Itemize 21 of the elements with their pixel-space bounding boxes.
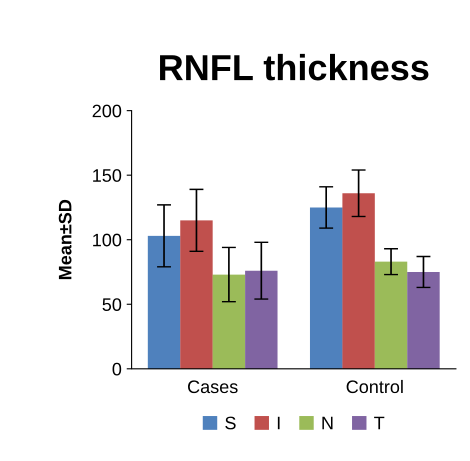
bar	[180, 220, 213, 369]
y-tick-label: 100	[93, 234, 122, 246]
legend-label: N	[322, 416, 333, 430]
chart-title: RNFL thickness	[160, 54, 428, 80]
y-axis-title: Mean±SD	[58, 200, 72, 280]
bar	[407, 272, 440, 369]
bar	[148, 236, 180, 369]
y-tick-label: 200	[92, 104, 122, 118]
y-tick-label: 0	[112, 362, 122, 376]
legend-label: T	[374, 416, 384, 430]
bar	[212, 274, 246, 369]
bar	[342, 193, 375, 369]
x-tick-label: Cases	[188, 380, 238, 394]
bar	[245, 270, 278, 369]
y-tick-label: 50	[102, 298, 122, 311]
bar	[310, 207, 342, 369]
x-tick-label: Control	[346, 380, 403, 394]
legend-label: S	[225, 416, 236, 430]
y-tick-label: 150	[93, 169, 122, 182]
legend-label: I	[278, 416, 280, 430]
bar	[374, 262, 408, 369]
